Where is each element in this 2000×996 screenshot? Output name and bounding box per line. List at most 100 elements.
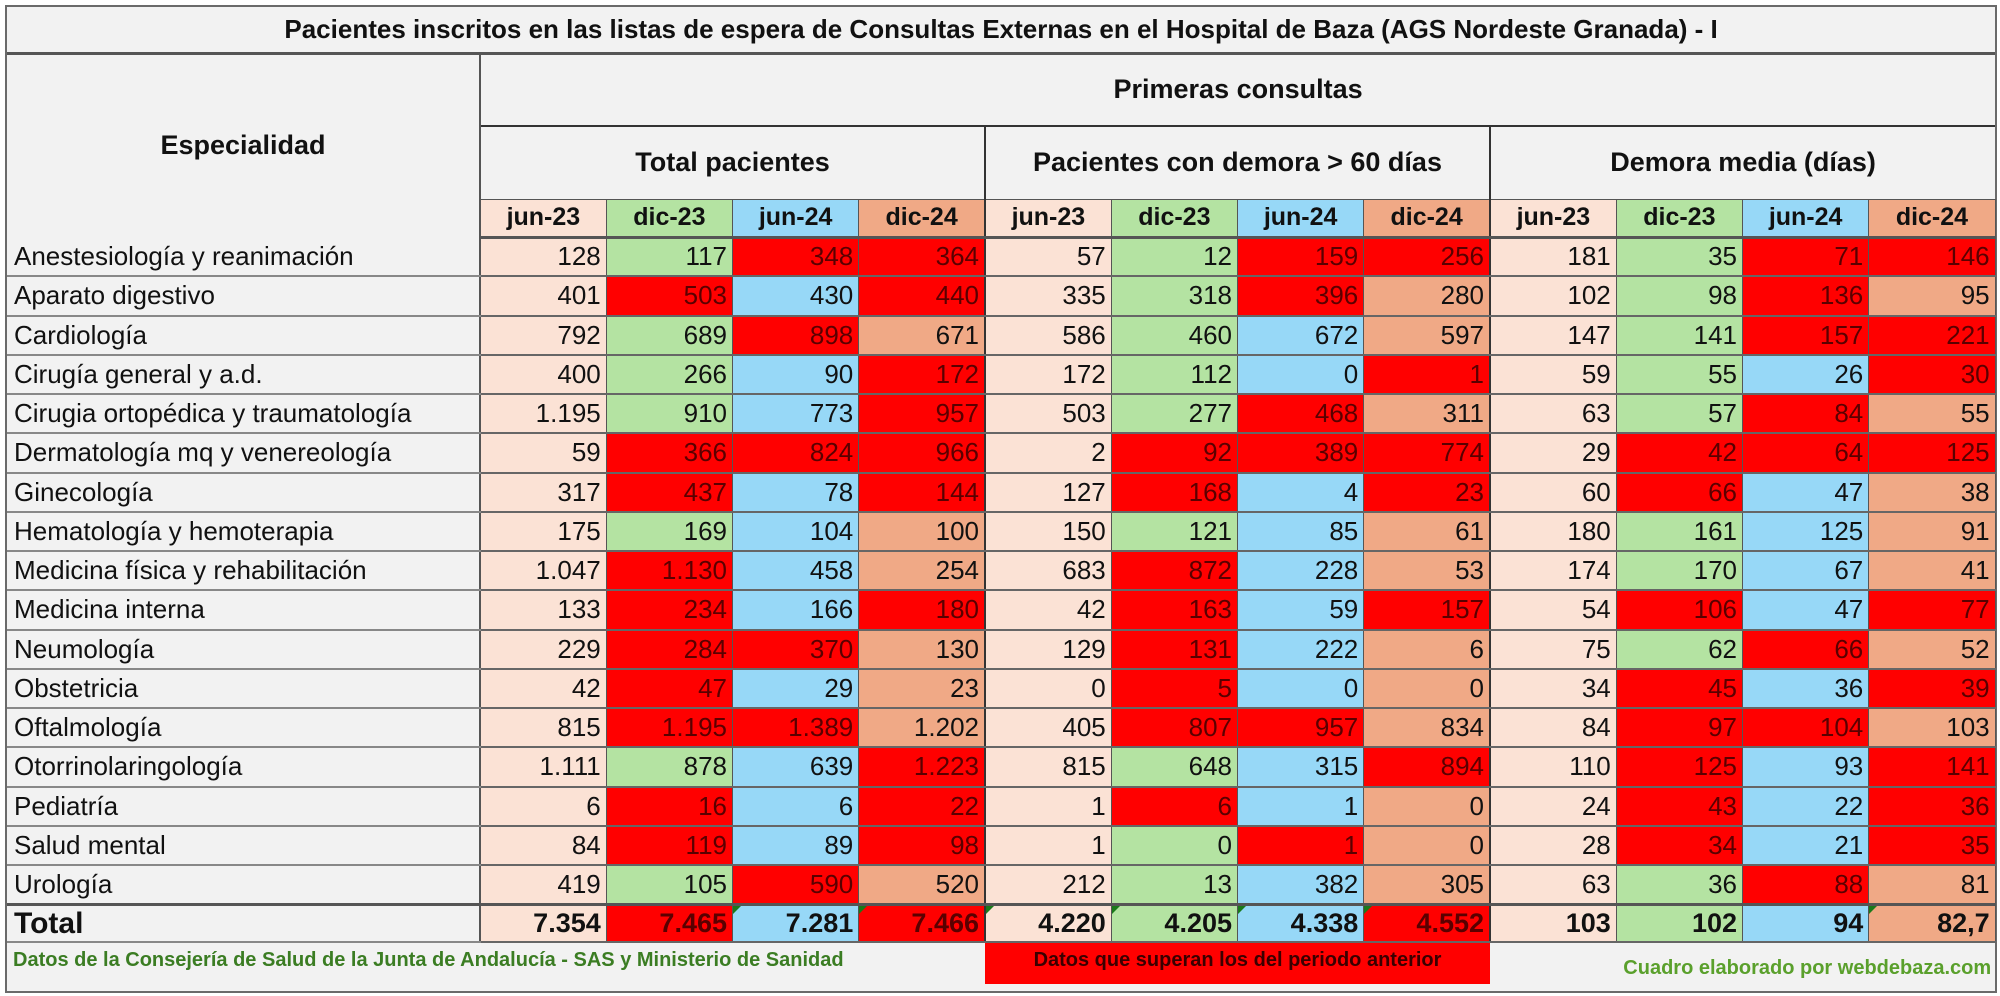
period-header-jun-24: jun-24 [731,198,860,239]
value-cell-dic-23: 878 [605,746,734,788]
value-cell-dic-24: 221 [1868,314,1996,356]
value-cell-jun-24: 26 [1741,354,1870,396]
footer-row: Datos de la Consejería de Salud de la Ju… [7,941,1996,985]
value-cell-jun-24: 315 [1236,746,1365,788]
table-row: Cardiología 792 689 898 671 586 460 672 597 147 14… [7,314,1996,356]
value-cell-jun-23: 102 [1489,275,1617,317]
specialty-header: Especialidad [7,53,481,237]
period-header-jun-23: jun-23 [1489,198,1617,239]
value-cell-jun-23: 317 [479,471,607,513]
value-cell-jun-23: 175 [479,511,607,553]
value-cell-jun-24: 71 [1741,236,1870,278]
value-cell-jun-23: 75 [1489,628,1617,670]
title-row: Pacientes inscritos en las listas de esp… [7,7,1996,55]
value-cell-dic-24: 894 [1363,746,1492,788]
value-cell-dic-23: 42 [1615,432,1744,474]
value-cell-jun-24: 88 [1741,864,1870,906]
value-cell-jun-24: 1.389 [731,707,860,749]
value-cell-jun-23: 150 [984,511,1112,553]
value-cell-dic-23: 45 [1615,668,1744,710]
group-header-demora-60: Pacientes con demora > 60 días [985,126,1491,199]
value-cell-dic-24: 254 [858,550,987,592]
value-cell-dic-24: 0 [1363,825,1492,867]
group-header-row: Total pacientes Pacientes con demora > 6… [7,126,1996,199]
value-cell-dic-24: 95 [1868,275,1996,317]
value-cell-dic-23: 34 [1615,825,1744,867]
value-cell-dic-23: 141 [1615,314,1744,356]
waiting-list-table: Pacientes inscritos en las listas de esp… [7,7,1996,985]
specialty-name: Medicina física y rehabilitación [7,551,481,592]
value-cell-jun-24: 1 [1236,825,1365,867]
total-label: Total [7,902,481,944]
value-cell-jun-24: 47 [1741,589,1870,631]
table-row: Oftalmología 815 1.195 1.389 1.202 405 807 957 8… [7,707,1996,749]
value-cell-jun-24: 104 [731,511,860,553]
value-cell-dic-23: 284 [605,628,734,670]
value-cell-dic-23: 125 [1615,746,1744,788]
value-cell-jun-23: 34 [1489,668,1617,710]
value-cell-jun-24: 4 [1236,471,1365,513]
total-cell-dic-24: 7.466 [858,902,987,944]
value-cell-dic-23: 106 [1615,589,1744,631]
total-cell-jun-23: 4.220 [984,902,1112,944]
table-row: Neumología 229 284 370 130 129 131 222 6 75 62 66 52 [7,628,1996,670]
value-cell-jun-23: 335 [984,275,1112,317]
value-cell-jun-23: 42 [984,589,1112,631]
value-cell-dic-23: 47 [605,668,734,710]
value-cell-dic-23: 35 [1615,236,1744,278]
legend-exceeds-previous: Datos que superan los del periodo anteri… [985,941,1490,985]
value-cell-jun-24: 382 [1236,864,1365,906]
period-header-dic-24: dic-24 [858,198,987,239]
value-cell-dic-23: 168 [1110,471,1239,513]
specialty-name: Aparato digestivo [7,276,481,317]
value-cell-jun-24: 159 [1236,236,1365,278]
value-cell-dic-24: 157 [1363,589,1492,631]
value-cell-dic-24: 39 [1868,668,1996,710]
value-cell-dic-23: 98 [1615,275,1744,317]
value-cell-dic-23: 43 [1615,785,1744,827]
value-cell-jun-24: 136 [1741,275,1870,317]
value-cell-jun-23: 29 [1489,432,1617,474]
value-cell-jun-23: 2 [984,432,1112,474]
value-cell-dic-23: 13 [1110,864,1239,906]
value-cell-dic-24: 671 [858,314,987,356]
value-cell-jun-23: 63 [1489,393,1617,435]
value-cell-jun-23: 6 [479,785,607,827]
value-cell-jun-23: 60 [1489,471,1617,513]
value-cell-jun-23: 84 [479,825,607,867]
group-header-demora-media: Demora media (días) [1490,126,1996,199]
value-cell-dic-23: 318 [1110,275,1239,317]
value-cell-dic-24: 61 [1363,511,1492,553]
value-cell-dic-23: 648 [1110,746,1239,788]
specialty-name: Urología [7,865,481,906]
period-header-dic-24: dic-24 [1363,198,1492,239]
value-cell-dic-24: 141 [1868,746,1996,788]
value-cell-dic-24: 91 [1868,511,1996,553]
period-header-jun-23: jun-23 [984,198,1112,239]
value-cell-jun-23: 212 [984,864,1112,906]
value-cell-dic-23: 910 [605,393,734,435]
value-cell-dic-24: 146 [1868,236,1996,278]
value-cell-dic-24: 23 [1363,471,1492,513]
total-cell-jun-24: 4.338 [1236,902,1365,944]
value-cell-dic-24: 172 [858,354,987,396]
value-cell-dic-23: 131 [1110,628,1239,670]
value-cell-jun-24: 67 [1741,550,1870,592]
table-row: Urología 419 105 590 520 212 13 382 305 63 36 88 81 [7,864,1996,906]
value-cell-dic-23: 6 [1110,785,1239,827]
value-cell-jun-24: 166 [731,589,860,631]
value-cell-dic-24: 311 [1363,393,1492,435]
value-cell-dic-24: 966 [858,432,987,474]
value-cell-dic-24: 35 [1868,825,1996,867]
period-header-jun-23: jun-23 [479,198,607,239]
value-cell-jun-24: 1 [1236,785,1365,827]
value-cell-dic-23: 503 [605,275,734,317]
total-cell-dic-23: 4.205 [1110,902,1239,944]
value-cell-dic-23: 16 [605,785,734,827]
value-cell-jun-23: 84 [1489,707,1617,749]
value-cell-jun-24: 389 [1236,432,1365,474]
value-cell-jun-24: 957 [1236,707,1365,749]
value-cell-dic-24: 1.202 [858,707,987,749]
value-cell-dic-23: 57 [1615,393,1744,435]
value-cell-dic-24: 98 [858,825,987,867]
